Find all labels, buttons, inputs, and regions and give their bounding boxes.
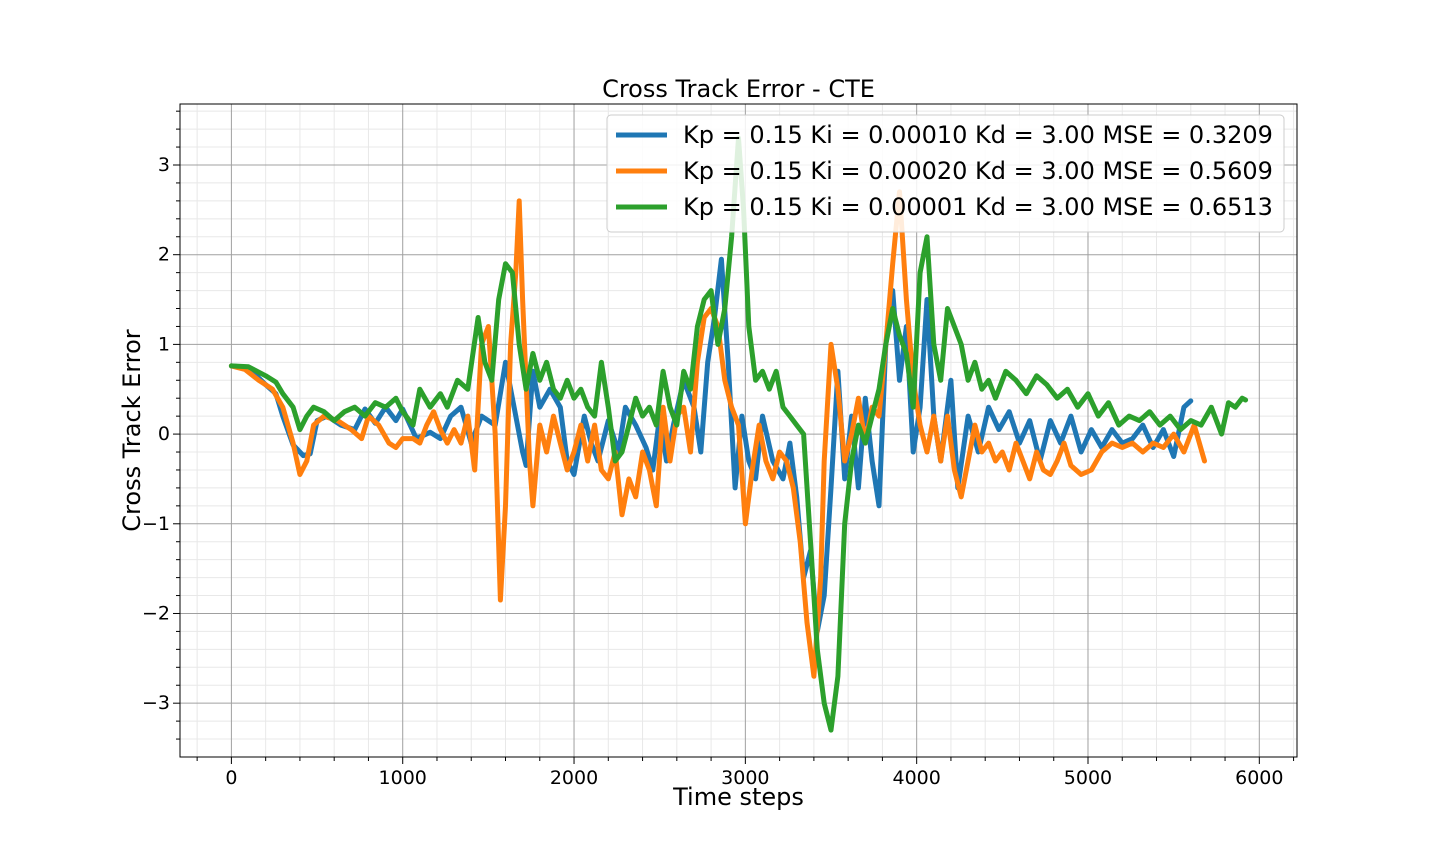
series-line-1 — [228, 256, 1194, 634]
x-tick-label: 6000 — [1235, 767, 1283, 789]
x-tick-label: 3000 — [721, 767, 769, 789]
x-tick-label: 2000 — [550, 767, 598, 789]
axis-ticks: 0 1000 2000 3000 4000 5000 6000 −3 −2 −1 0 1 2 3 — [142, 110, 1295, 789]
y-tick-label: 1 — [158, 333, 170, 355]
y-axis-label: Cross Track Error — [118, 329, 146, 531]
legend-label-3: Kp = 0.15 Ki = 0.00001 Kd = 3.00 MSE = 0… — [683, 193, 1273, 221]
y-tick-label: 3 — [158, 154, 170, 176]
x-tick-label: 0 — [225, 767, 237, 789]
legend-box — [606, 114, 1285, 233]
x-tick-label: 1000 — [379, 767, 427, 789]
y-tick-label: 2 — [158, 244, 170, 266]
x-axis-label: Time steps — [672, 783, 804, 811]
plot-frame — [179, 103, 1298, 758]
y-tick-label: 0 — [158, 423, 170, 445]
chart-title: Cross Track Error - CTE — [602, 75, 875, 103]
y-tick-label: −2 — [142, 602, 170, 624]
legend: Kp = 0.15 Ki = 0.00010 Kd = 3.00 MSE = 0… — [606, 114, 1285, 233]
y-tick-label: −3 — [142, 692, 170, 714]
legend-label-2: Kp = 0.15 Ki = 0.00020 Kd = 3.00 MSE = 0… — [683, 157, 1273, 185]
y-tick-label: −1 — [142, 513, 170, 535]
x-tick-label: 5000 — [1064, 767, 1112, 789]
x-tick-label: 4000 — [892, 767, 940, 789]
legend-label-1: Kp = 0.15 Ki = 0.00010 Kd = 3.00 MSE = 0… — [683, 121, 1273, 149]
